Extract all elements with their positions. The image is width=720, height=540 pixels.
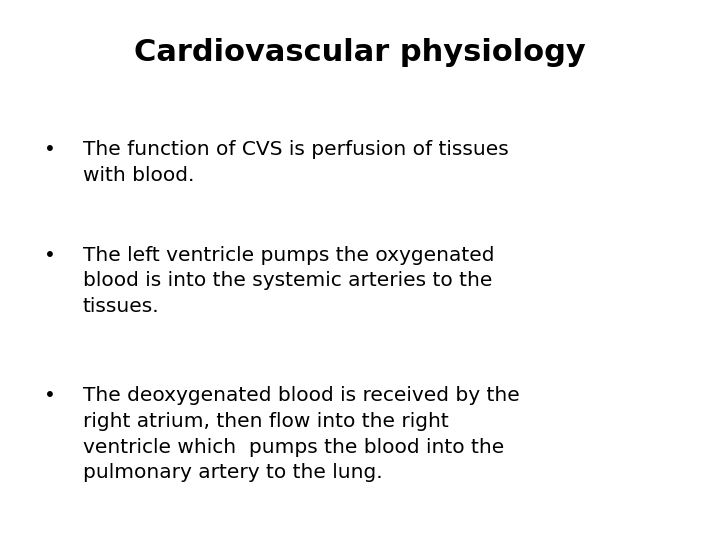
- Text: The left ventricle pumps the oxygenated
blood is into the systemic arteries to t: The left ventricle pumps the oxygenated …: [83, 246, 495, 316]
- Text: •: •: [45, 140, 56, 159]
- Text: The deoxygenated blood is received by the
right atrium, then flow into the right: The deoxygenated blood is received by th…: [83, 386, 520, 482]
- Text: Cardiovascular physiology: Cardiovascular physiology: [134, 38, 586, 67]
- Text: •: •: [45, 246, 56, 265]
- Text: The function of CVS is perfusion of tissues
with blood.: The function of CVS is perfusion of tiss…: [83, 140, 508, 185]
- Text: •: •: [45, 386, 56, 405]
